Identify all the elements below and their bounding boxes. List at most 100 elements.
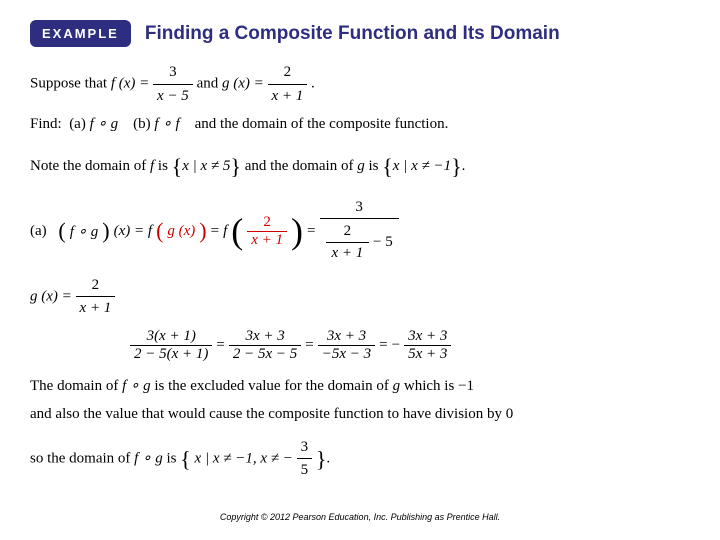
step3-inner-den: x + 1 bbox=[326, 243, 370, 264]
s4d: 3x + 3 5x + 3 bbox=[404, 328, 451, 363]
final-domain: so the domain of f ∘ g is { x | x ≠ −1, … bbox=[30, 436, 690, 482]
f-sym: f bbox=[150, 157, 154, 173]
part-a-label-2: (a) bbox=[30, 223, 47, 240]
domain-explain-1: The domain of f ∘ g is the excluded valu… bbox=[30, 375, 690, 398]
rp-2: ) bbox=[199, 218, 206, 244]
s4d-num: 3x + 3 bbox=[404, 328, 451, 346]
g-recall-frac: 2 x + 1 bbox=[76, 274, 116, 320]
find-label: Find: bbox=[30, 116, 62, 132]
copyright: Copyright © 2012 Pearson Education, Inc.… bbox=[0, 512, 720, 522]
f-label: f (x) = bbox=[111, 75, 153, 91]
brace-l-1: { bbox=[172, 154, 183, 179]
fof: f ∘ f bbox=[154, 116, 179, 132]
f-fraction: 3 x − 5 bbox=[153, 61, 193, 107]
brace-r-1: } bbox=[230, 154, 241, 179]
suppose-text: Suppose that bbox=[30, 75, 111, 91]
is-word-1: is bbox=[158, 157, 172, 173]
fog-x: (x) = f bbox=[114, 223, 152, 240]
final-num: 3 bbox=[297, 436, 313, 460]
eq-1: = bbox=[211, 223, 219, 240]
rp-1: ) bbox=[102, 218, 109, 244]
s4c-num: 3x + 3 bbox=[318, 328, 375, 346]
dom-text4: and also the value that would cause the … bbox=[30, 406, 513, 422]
header: EXAMPLE Finding a Composite Function and… bbox=[30, 20, 690, 47]
dom-text1: The domain of bbox=[30, 378, 122, 394]
simplify-row: 3(x + 1) 2 − 5(x + 1) = 3x + 3 2 − 5x − … bbox=[130, 328, 690, 363]
find-line: Find: (a) f ∘ g (b) f ∘ f and the domain… bbox=[30, 113, 690, 136]
eq-2: = bbox=[307, 223, 315, 240]
g-recall: g (x) = 2 x + 1 bbox=[30, 274, 690, 320]
lp-2: ( bbox=[156, 218, 163, 244]
s4b-den: 2 − 5x − 5 bbox=[229, 346, 301, 363]
g-fraction: 2 x + 1 bbox=[268, 61, 308, 107]
part-b-label: (b) bbox=[133, 116, 151, 132]
fog-3: f ∘ g bbox=[122, 378, 151, 394]
domain-tail: and the domain of the composite function… bbox=[195, 116, 449, 132]
and-domain: and the domain of bbox=[245, 157, 357, 173]
f-open: f bbox=[223, 223, 227, 240]
g-num: 2 bbox=[268, 61, 308, 85]
step2-num: 2 bbox=[247, 214, 287, 232]
page-title: Finding a Composite Function and Its Dom… bbox=[145, 23, 560, 45]
eq-4: = bbox=[305, 337, 313, 354]
f-den: x − 5 bbox=[153, 85, 193, 108]
dom-g: x | x ≠ −1 bbox=[393, 157, 451, 173]
so-text: so the domain of bbox=[30, 450, 134, 466]
step2-den: x + 1 bbox=[247, 232, 287, 249]
part-a-work: (a) ( f ∘ g ) (x) = f ( g (x) ) = f ( 2 … bbox=[30, 197, 690, 266]
domain-explain-2: and also the value that would cause the … bbox=[30, 403, 690, 426]
fog-1: f ∘ g bbox=[90, 116, 119, 132]
step3-frac: 3 2 x + 1 − 5 bbox=[320, 197, 399, 266]
neg1: −1 bbox=[458, 378, 474, 394]
and-word: and bbox=[197, 75, 222, 91]
s4c: 3x + 3 −5x − 3 bbox=[318, 328, 375, 363]
example-badge: EXAMPLE bbox=[30, 20, 131, 47]
s4d-den: 5x + 3 bbox=[404, 346, 451, 363]
g-sym-2: g bbox=[393, 378, 401, 394]
bp-r-1: ) bbox=[291, 213, 303, 249]
suppose-line: Suppose that f (x) = 3 x − 5 and g (x) =… bbox=[30, 61, 690, 107]
is-word-2: is bbox=[368, 157, 382, 173]
note-prefix: Note the domain of bbox=[30, 157, 150, 173]
final-set-a: x | x ≠ −1, x ≠ − bbox=[195, 450, 297, 466]
period: . bbox=[311, 75, 315, 91]
fog-2: f ∘ g bbox=[70, 222, 99, 241]
s4c-den: −5x − 3 bbox=[318, 346, 375, 363]
step2-frac: 2 x + 1 bbox=[247, 214, 287, 249]
g-den: x + 1 bbox=[268, 85, 308, 108]
final-den: 5 bbox=[297, 459, 313, 482]
dom-text2: is the excluded value for the domain of bbox=[154, 378, 392, 394]
step3-top: 3 bbox=[320, 197, 399, 219]
brace-l-2: { bbox=[382, 154, 393, 179]
final-frac: 3 5 bbox=[297, 436, 313, 482]
bp-l-1: ( bbox=[231, 213, 243, 249]
g-of-x: g (x) bbox=[167, 223, 195, 240]
note-line: Note the domain of f is {x | x ≠ 5} and … bbox=[30, 150, 690, 183]
step3-bot: 2 x + 1 − 5 bbox=[320, 219, 399, 266]
g-recall-label: g (x) = bbox=[30, 288, 76, 304]
f-num: 3 bbox=[153, 61, 193, 85]
dom-f: x | x ≠ 5 bbox=[182, 157, 230, 173]
period-2: . bbox=[462, 157, 466, 173]
brace-l-3: { bbox=[180, 446, 191, 471]
s4a: 3(x + 1) 2 − 5(x + 1) bbox=[130, 328, 212, 363]
is-word-3: is bbox=[166, 450, 180, 466]
period-3: . bbox=[326, 450, 330, 466]
step3-minus5: − 5 bbox=[373, 233, 393, 249]
brace-r-3: } bbox=[316, 446, 327, 471]
fog-4: f ∘ g bbox=[134, 450, 163, 466]
s4a-den: 2 − 5(x + 1) bbox=[130, 346, 212, 363]
step3-inner-num: 2 bbox=[326, 221, 370, 243]
brace-r-2: } bbox=[451, 154, 462, 179]
s4d-prefix: − bbox=[392, 337, 400, 354]
step3-inner-frac: 2 x + 1 bbox=[326, 221, 370, 264]
g-sym: g bbox=[357, 157, 365, 173]
lp-1: ( bbox=[58, 218, 65, 244]
dom-text3: which is bbox=[404, 378, 458, 394]
s4b-num: 3x + 3 bbox=[229, 328, 301, 346]
s4b: 3x + 3 2 − 5x − 5 bbox=[229, 328, 301, 363]
eq-3: = bbox=[216, 337, 224, 354]
gx-recall-den: x + 1 bbox=[76, 297, 116, 320]
eq-5: = bbox=[379, 337, 387, 354]
gx-recall-num: 2 bbox=[76, 274, 116, 298]
